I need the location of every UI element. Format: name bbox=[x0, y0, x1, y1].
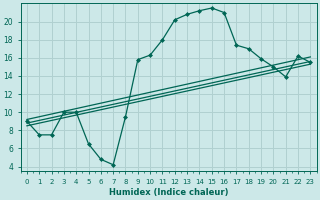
X-axis label: Humidex (Indice chaleur): Humidex (Indice chaleur) bbox=[109, 188, 228, 197]
